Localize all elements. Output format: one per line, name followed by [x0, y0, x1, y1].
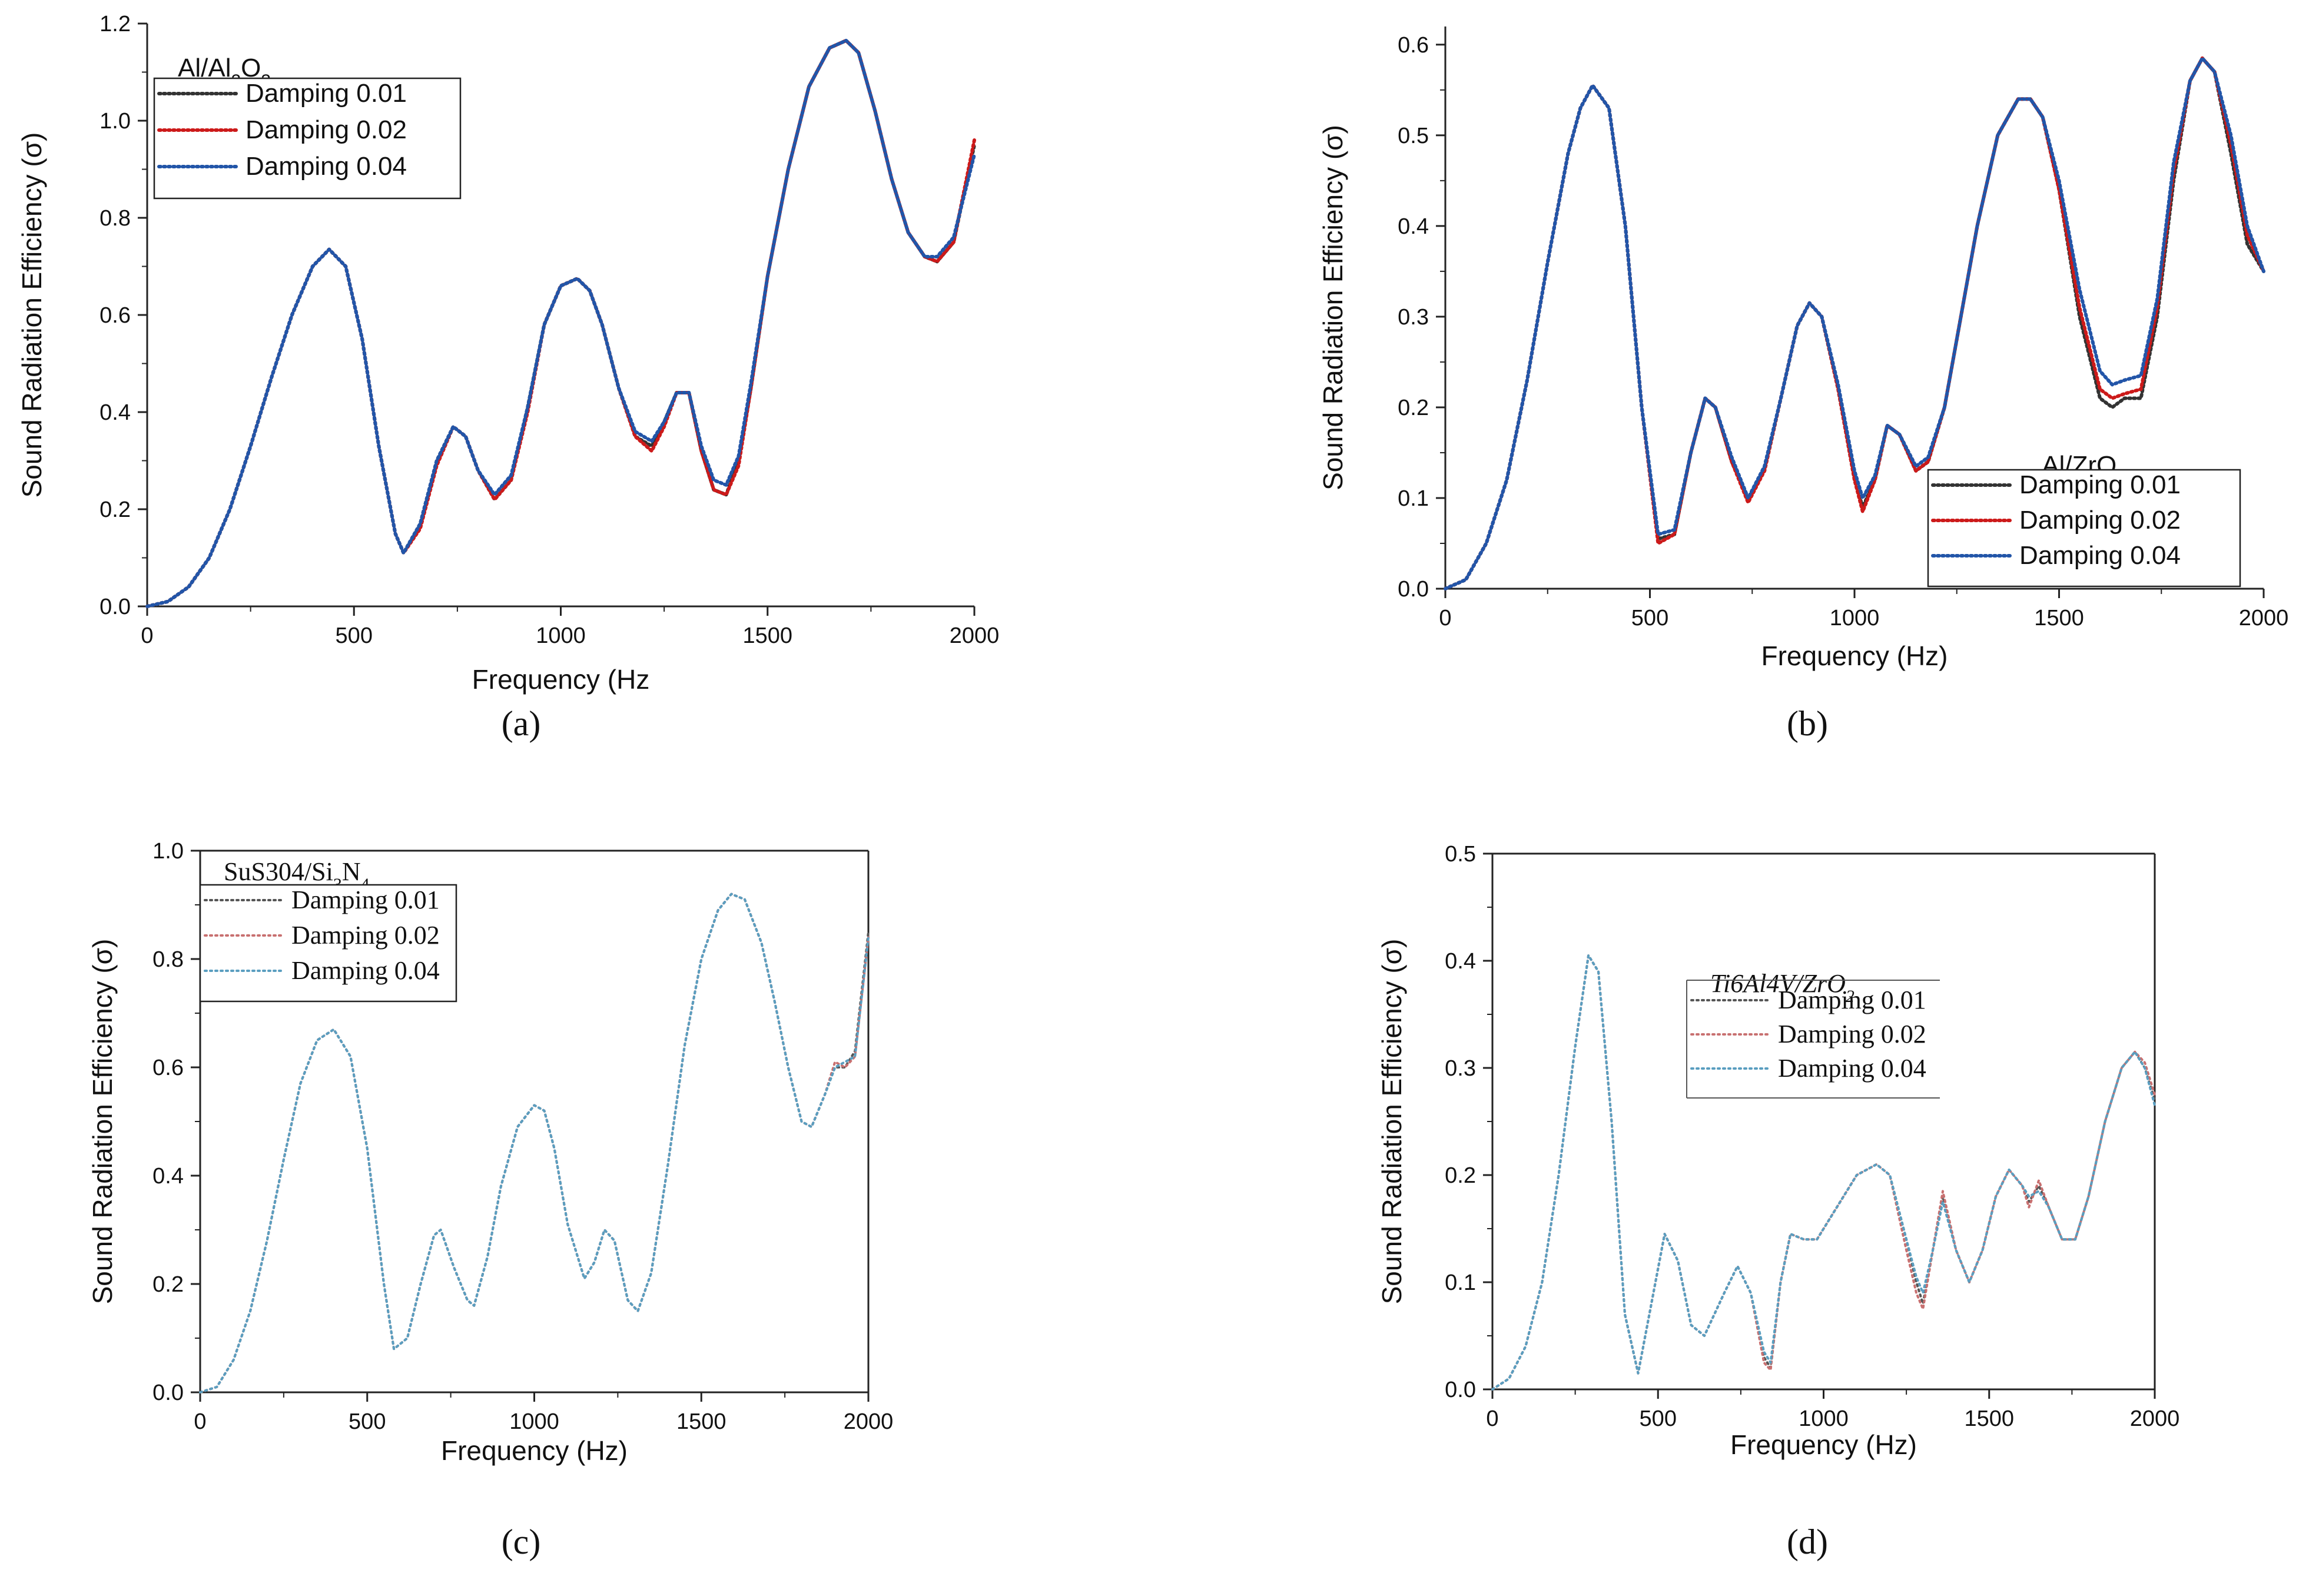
y-tick-label: 0.6 [1398, 33, 1429, 58]
caption-d: (d) [1787, 1522, 1828, 1561]
x-tick-label: 500 [336, 623, 373, 648]
legend-label-2: Damping 0.02 [291, 921, 440, 950]
y-axis-title: Sound Radiation Efficiency (σ) [1376, 939, 1407, 1305]
chart-c-svg: 0 500 1000 1500 2000 0.0 0.2 0.4 0.6 0.8 1.0 Freque… [87, 839, 893, 1466]
y-tick-label: 0.1 [1445, 1270, 1476, 1295]
y-tick-label: 0.4 [99, 400, 131, 425]
chart-c-group: 0 500 1000 1500 2000 0.0 0.2 0.4 0.6 0.8 1.0 Freque… [87, 839, 893, 1466]
x-axis-title: Frequency (Hz) [441, 1435, 628, 1466]
y-tick-label: 0.0 [99, 595, 131, 619]
legend-label-3: Damping 0.04 [1778, 1054, 1926, 1083]
legend-label-3: Damping 0.04 [245, 152, 407, 181]
legend-label-3: Damping 0.04 [2019, 541, 2181, 570]
y-tick-label: 0.4 [1398, 214, 1429, 239]
legend-label-1: Damping 0.01 [1778, 986, 1926, 1014]
series-line-3 [199, 892, 870, 1393]
x-tick-label: 2000 [844, 1409, 894, 1434]
y-tick-label: 0.5 [1398, 124, 1429, 148]
x-tick-label: 0 [1439, 606, 1451, 631]
y-tick-label: 0.0 [152, 1381, 184, 1405]
caption-a: (a) [501, 704, 541, 743]
chart-a-group: 0 500 1000 1500 2000 0.0 0.2 0.4 0.6 0.8 1.0 1.2 Fre… [16, 12, 999, 695]
legend-label-1: Damping 0.01 [245, 79, 407, 108]
chart-b-svg: 0 500 1000 1500 2000 0.0 0.1 0.2 0.3 0.4 0.5 0.6 Fre… [1318, 26, 2288, 671]
y-tick-label: 0.8 [152, 947, 184, 972]
x-tick-label: 500 [1640, 1406, 1677, 1431]
x-tick-label: 1000 [1799, 1406, 1849, 1431]
legend-box [199, 884, 457, 1003]
caption-c: (c) [501, 1522, 541, 1561]
legend-label-2: Damping 0.02 [245, 115, 407, 144]
y-axis-title: Sound Radiation Efficiency (σ) [1318, 125, 1348, 490]
y-tick-label: 0.0 [1398, 577, 1429, 602]
y-tick-label: 0.2 [1398, 396, 1429, 420]
series-line-3 [1444, 56, 2265, 590]
x-tick-label: 0 [194, 1409, 206, 1434]
y-tick-label: 1.0 [99, 109, 131, 134]
y-tick-label: 1.0 [152, 839, 184, 864]
x-tick-label: 0 [141, 623, 153, 648]
y-tick-label: 0.2 [1445, 1163, 1476, 1188]
x-tick-label: 1000 [1830, 606, 1880, 631]
y-axis-title: Sound Radiation Efficiency (σ) [16, 132, 47, 498]
x-tick-label: 2000 [2130, 1406, 2180, 1431]
x-axis-title: Frequency (Hz) [1730, 1429, 1917, 1460]
x-tick-label: 2000 [950, 623, 1000, 648]
legend-label-1: Damping 0.01 [291, 885, 440, 914]
x-tick-label: 1500 [1964, 1406, 2014, 1431]
chart-d-svg: 0 500 1000 1500 2000 0.0 0.1 0.2 0.3 0.4 0.5 Freque… [1376, 842, 2179, 1460]
y-tick-label: 0.6 [99, 303, 131, 328]
series-line-3 [1491, 954, 2156, 1391]
legend-label-3: Damping 0.04 [291, 956, 440, 985]
series-line-3 [145, 38, 976, 608]
y-axis-title: Sound Radiation Efficiency (σ) [87, 939, 118, 1305]
y-tick-label: 0.3 [1398, 305, 1429, 330]
chart-panel-b: 0 500 1000 1500 2000 0.0 0.1 0.2 0.3 0.4 0.5 0.6 Fre… [1160, 0, 2319, 798]
y-tick-label: 0.2 [99, 497, 131, 522]
y-tick-label: 0.5 [1445, 842, 1476, 867]
chart-b-group: 0 500 1000 1500 2000 0.0 0.1 0.2 0.3 0.4 0.5 0.6 Fre… [1318, 26, 2288, 671]
x-tick-label: 500 [1631, 606, 1668, 631]
y-tick-label: 0.4 [152, 1164, 184, 1189]
legend-box [1927, 469, 2241, 588]
y-tick-label: 0.2 [152, 1272, 184, 1297]
x-tick-label: 1500 [676, 1409, 726, 1434]
legend-label-2: Damping 0.02 [2019, 506, 2181, 535]
chart-a-svg: 0 500 1000 1500 2000 0.0 0.2 0.4 0.6 0.8 1.0 1.2 Fre… [16, 12, 999, 695]
y-tick-label: 1.2 [99, 12, 131, 37]
chart-panel-a: 0 500 1000 1500 2000 0.0 0.2 0.4 0.6 0.8 1.0 1.2 Fre… [0, 0, 1160, 798]
x-tick-label: 0 [1486, 1406, 1498, 1431]
y-tick-label: 0.8 [99, 206, 131, 231]
caption-b: (b) [1787, 704, 1828, 743]
chart-panel-c: 0 500 1000 1500 2000 0.0 0.2 0.4 0.6 0.8 1.0 Freque… [0, 798, 1160, 1596]
x-tick-label: 2000 [2239, 606, 2289, 631]
chart-d-group: 0 500 1000 1500 2000 0.0 0.1 0.2 0.3 0.4 0.5 Freque… [1376, 842, 2179, 1460]
x-axis-title: Frequency (Hz [472, 664, 650, 695]
x-tick-label: 1000 [509, 1409, 559, 1434]
x-tick-label: 1500 [742, 623, 792, 648]
y-tick-label: 0.4 [1445, 949, 1476, 974]
x-axis-title: Frequency (Hz) [1761, 641, 1948, 671]
x-tick-label: 1500 [2034, 606, 2084, 631]
x-tick-label: 500 [349, 1409, 386, 1434]
legend-label-2: Damping 0.02 [1778, 1020, 1926, 1048]
y-tick-label: 0.1 [1398, 486, 1429, 511]
legend-title: Ti6Al4V/ZrO2 [1710, 969, 1854, 1006]
x-tick-label: 1000 [536, 623, 586, 648]
y-tick-label: 0.0 [1445, 1378, 1476, 1402]
y-tick-label: 0.6 [152, 1056, 184, 1080]
legend-title: SuS304/Si3N4 [224, 857, 370, 894]
legend-box [153, 77, 462, 200]
y-tick-label: 0.3 [1445, 1056, 1476, 1081]
chart-panel-d: 0 500 1000 1500 2000 0.0 0.1 0.2 0.3 0.4 0.5 Freque… [1160, 798, 2319, 1596]
legend-label-1: Damping 0.01 [2019, 470, 2181, 499]
